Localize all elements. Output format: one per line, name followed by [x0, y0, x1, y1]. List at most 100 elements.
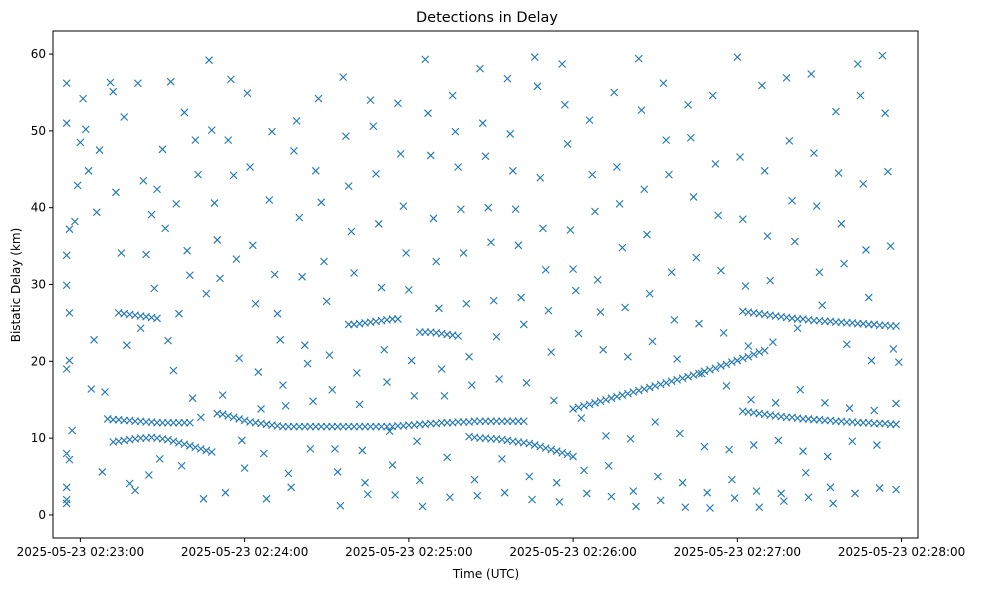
track-low-delay-point-47	[470, 417, 479, 426]
x-tick-label-5: 2025-05-23 02:28:00	[838, 545, 965, 559]
scattered-noise-point-229	[667, 268, 676, 277]
scattered-noise-point-130	[396, 150, 405, 158]
scattered-noise-point-35	[136, 324, 145, 333]
scattered-noise-point-275	[793, 324, 802, 333]
scattered-noise-point-259	[749, 441, 758, 449]
scattered-noise-point-194	[571, 286, 580, 295]
scattered-noise-point-261	[755, 503, 764, 512]
scattered-noise-point-196	[577, 414, 586, 423]
scattered-noise-point-291	[837, 219, 846, 228]
scattered-noise-point-207	[607, 492, 616, 501]
track-low-delay-point-29	[372, 422, 380, 431]
scattered-noise-point-302	[867, 356, 876, 365]
scattered-noise-point-278	[801, 468, 810, 477]
scattered-noise-point-201	[591, 207, 599, 216]
track-upper-descending-point-27	[886, 322, 895, 330]
scattered-noise-point-192	[566, 226, 575, 234]
scattered-noise-point-10	[62, 483, 71, 492]
scattered-noise-point-55	[191, 136, 200, 144]
track-early-mid-point-13	[175, 418, 183, 427]
scattered-noise-point-92	[292, 116, 301, 125]
track-upper-mid-point-17	[394, 315, 402, 323]
scattered-noise-point-176	[522, 378, 531, 387]
scattered-noise-point-82	[265, 196, 274, 204]
scattered-noise-point-64	[216, 274, 224, 283]
track-low-delay-point-19	[317, 422, 326, 431]
track-low-delay-point-17	[306, 422, 315, 431]
scattered-noise-point-208	[610, 88, 619, 97]
scattered-noise-point-305	[875, 484, 884, 492]
scattered-noise-point-137	[415, 476, 424, 485]
scattered-noise-point-270	[779, 497, 788, 506]
scattered-noise-point-155	[465, 352, 473, 361]
scattered-noise-point-267	[771, 398, 780, 407]
track-mid-low-point-12	[530, 441, 539, 449]
scattered-noise-point-3	[62, 251, 71, 260]
scattered-noise-point-304	[873, 441, 881, 449]
scattered-noise-point-167	[498, 454, 506, 463]
track-low-delay-point-15	[295, 422, 304, 431]
track-upper-descending-point-10	[793, 315, 802, 323]
scattered-noise-point-310	[889, 345, 898, 353]
scattered-noise-point-102	[320, 257, 328, 266]
scattered-noise-point-255	[738, 215, 747, 224]
scattered-noise-point-198	[582, 489, 591, 498]
scattered-noise-point-224	[654, 472, 662, 481]
track-lower-descending-point-11	[799, 415, 807, 423]
scattered-noise-point-246	[714, 211, 723, 220]
scattered-noise-point-40	[150, 284, 159, 293]
scattered-noise-point-107	[333, 468, 342, 476]
track-rising-point-0	[569, 405, 577, 413]
track-low-delay-point-33	[394, 421, 402, 430]
scattered-noise-point-66	[221, 488, 230, 497]
track-lower-descending-point-22	[859, 418, 868, 427]
scattered-noise-point-26	[106, 78, 115, 87]
scattered-noise-point-282	[812, 202, 821, 211]
scattered-noise-point-106	[331, 445, 339, 453]
scattered-noise-point-134	[407, 356, 416, 365]
track-rising-point-3	[585, 400, 594, 409]
track-low-delay-point-56	[519, 417, 528, 426]
track-lower-descending-point-19	[842, 418, 851, 426]
track-early-low-point-14	[185, 441, 194, 450]
scattered-noise-point-57	[196, 413, 205, 422]
scattered-noise-point-71	[235, 354, 244, 363]
scattered-noise-point-188	[555, 498, 564, 506]
y-axis-title: Bistatic Delay (km)	[9, 228, 23, 343]
scattered-noise-point-36	[139, 176, 148, 185]
scattered-noise-point-205	[602, 431, 610, 440]
scattered-noise-point-75	[246, 163, 254, 171]
scattered-noise-point-238	[692, 253, 701, 262]
scattered-noise-point-237	[689, 193, 698, 201]
scattered-noise-point-104	[325, 351, 334, 360]
scattered-noise-point-169	[503, 74, 512, 83]
scattered-noise-point-182	[539, 224, 547, 233]
scattered-noise-point-25	[101, 388, 109, 396]
track-low-delay-point-24	[344, 422, 353, 431]
track-early-low-point-12	[175, 438, 183, 447]
scattered-noise-point-195	[574, 329, 583, 338]
track-upper-mid-point-19	[421, 328, 430, 337]
scattered-noise-point-30	[120, 113, 129, 121]
scattered-noise-point-288	[829, 499, 838, 508]
scattered-noise-point-186	[550, 396, 558, 405]
track-early-mid-point-12	[169, 418, 178, 427]
track-upper-descending-point-15	[821, 317, 829, 326]
scattered-noise-point-258	[747, 395, 755, 404]
scattered-noise-point-77	[251, 299, 260, 308]
scattered-noise-point-31	[123, 341, 131, 350]
track-low-delay-point-2	[224, 411, 233, 420]
track-low-delay-point-22	[333, 422, 342, 431]
scattered-noise-point-306	[878, 51, 887, 60]
track-low-delay-point-42	[443, 418, 452, 427]
scattered-noise-point-157	[470, 475, 479, 484]
track-upper-descending-point-28	[892, 322, 900, 330]
scattered-noise-point-156	[467, 381, 476, 390]
track-rising-point-22	[689, 371, 698, 380]
scattered-noise-point-101	[317, 198, 326, 207]
scattered-noise-point-225	[656, 496, 665, 505]
track-upper-mid-point-18	[415, 328, 424, 337]
scattered-noise-point-193	[569, 265, 577, 274]
scattered-noise-point-230	[670, 315, 679, 324]
scattered-noise-point-173	[514, 241, 523, 250]
